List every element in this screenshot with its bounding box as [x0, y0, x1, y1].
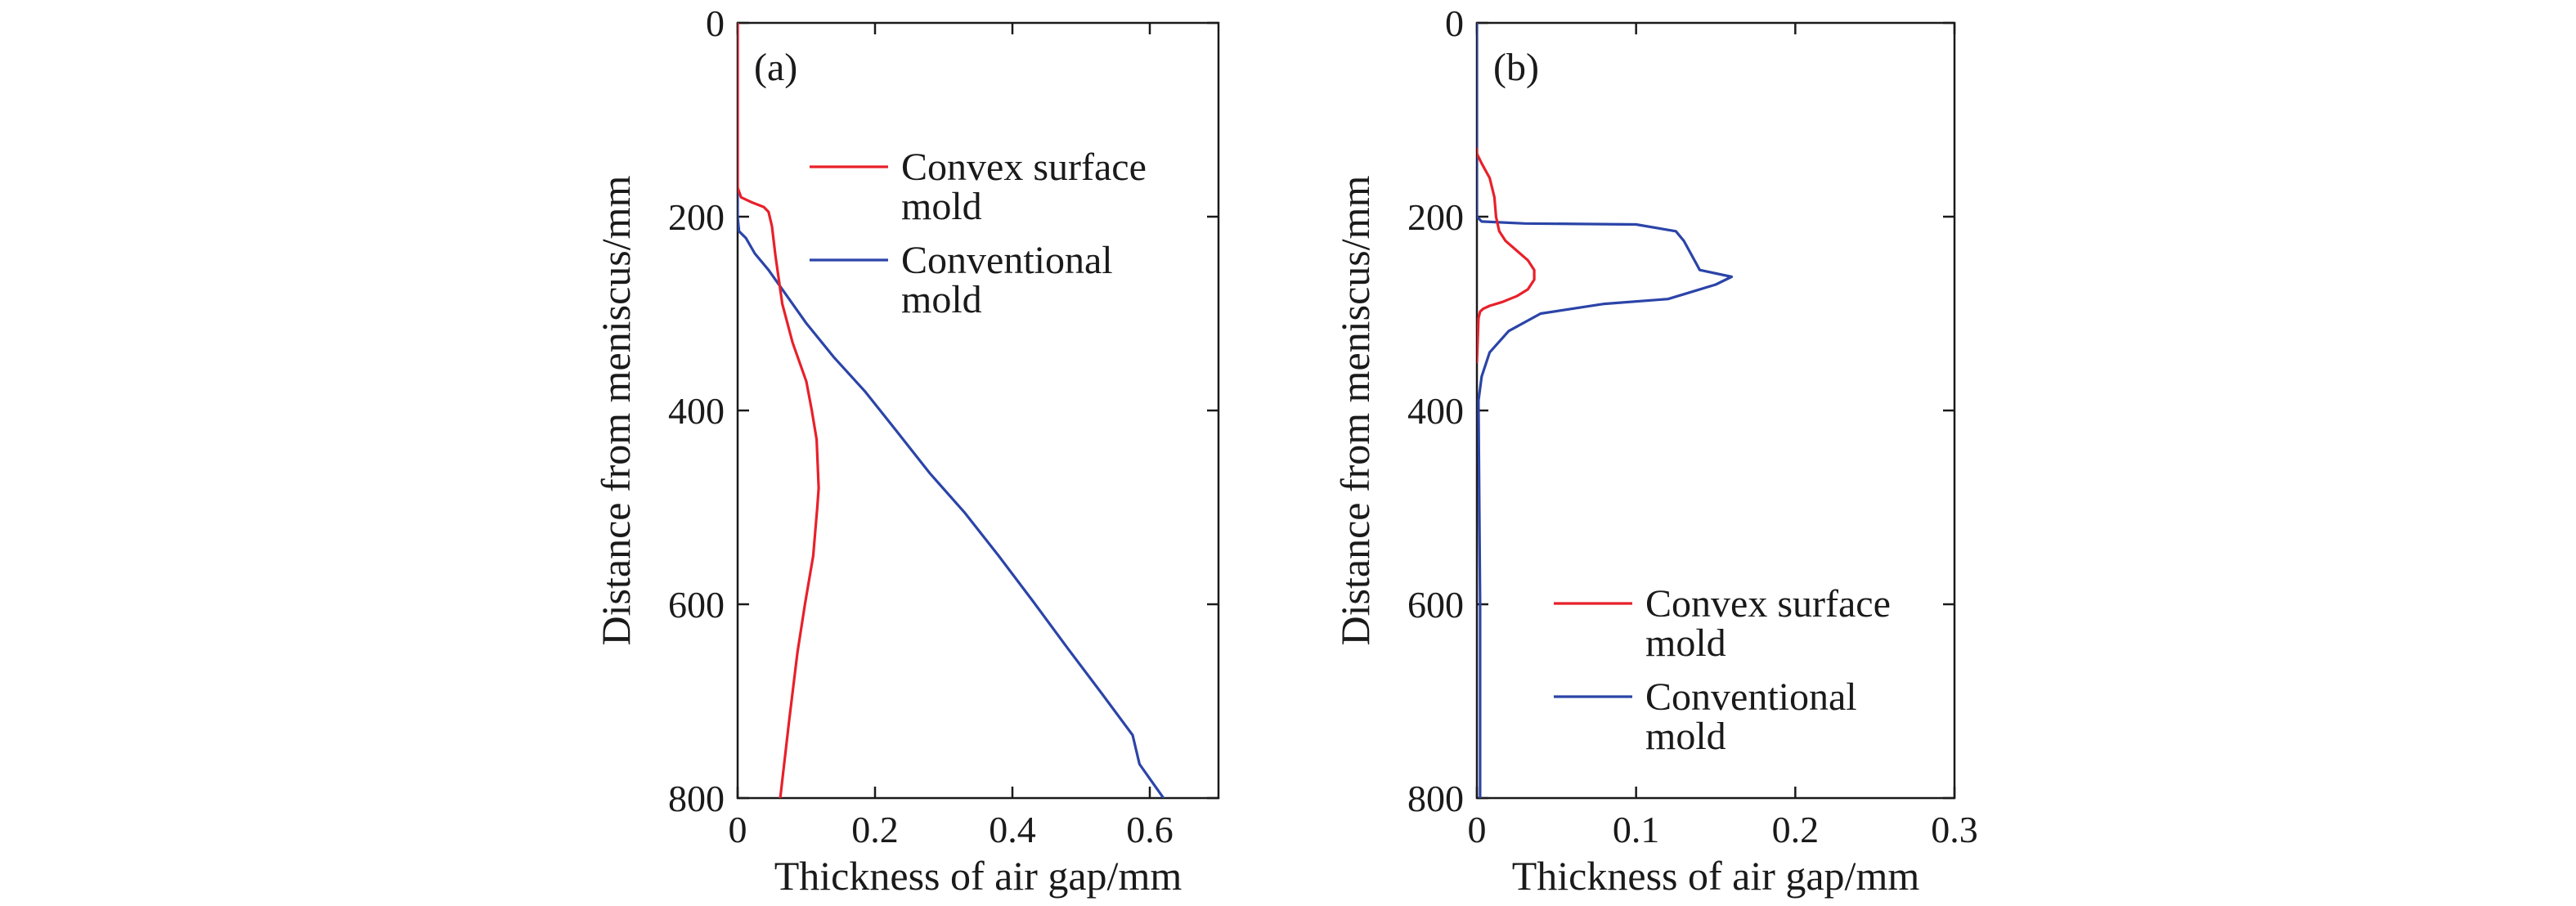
series-line-convex	[738, 23, 820, 798]
y-axis-title: Distance from meniscus/mm	[593, 175, 639, 645]
y-tick-label: 0	[1445, 2, 1464, 44]
y-tick-label: 600	[1407, 584, 1464, 626]
y-tick-label: 200	[668, 196, 725, 238]
chart-panel-b: 0 0.1 0.2 0.3 0 200 400 600 800 Thickness of air …	[1332, 2, 1978, 899]
legend-label: Conventional	[1645, 675, 1857, 719]
panel-label: (a)	[754, 46, 797, 89]
y-tick-label: 0	[706, 2, 725, 44]
y-tick-label: 800	[1407, 778, 1464, 819]
y-tick-label: 800	[668, 778, 725, 819]
y-tick-label: 400	[668, 390, 725, 432]
legend-label: mold	[1645, 621, 1726, 665]
x-tick-label: 0.2	[851, 809, 899, 850]
x-tick-label: 0.6	[1126, 809, 1174, 850]
series-line-convex	[1477, 147, 1536, 364]
x-tick-label: 0.1	[1613, 809, 1660, 850]
legend-label: mold	[901, 278, 982, 321]
y-tick-label: 200	[1407, 196, 1464, 238]
series-line-conventional	[738, 23, 1165, 798]
x-axis-title: Thickness of air gap/mm	[1512, 853, 1920, 899]
legend-label: Convex surface	[901, 146, 1147, 189]
x-tick-label: 0.3	[1931, 809, 1978, 850]
series-line-conventional	[1477, 23, 1734, 798]
x-tick-label: 0	[729, 809, 747, 850]
y-tick-label: 400	[1407, 390, 1464, 432]
legend-label: mold	[901, 185, 982, 228]
legend-label: mold	[1645, 715, 1726, 758]
y-axis-title: Distance from meniscus/mm	[1332, 175, 1378, 645]
x-tick-label: 0.2	[1772, 809, 1820, 850]
panel-label: (b)	[1493, 46, 1539, 89]
x-tick-label: 0	[1468, 809, 1487, 850]
x-tick-label: 0.4	[989, 809, 1036, 850]
legend-label: Conventional	[901, 239, 1113, 282]
x-axis-title: Thickness of air gap/mm	[774, 853, 1183, 899]
legend-label: Convex surface	[1645, 582, 1891, 626]
y-tick-label: 600	[668, 584, 725, 626]
plot-frame	[736, 21, 1220, 800]
chart-panel-a: 0 0.2 0.4 0.6 0 200 400 600 800 Thickness of air …	[593, 2, 1220, 899]
